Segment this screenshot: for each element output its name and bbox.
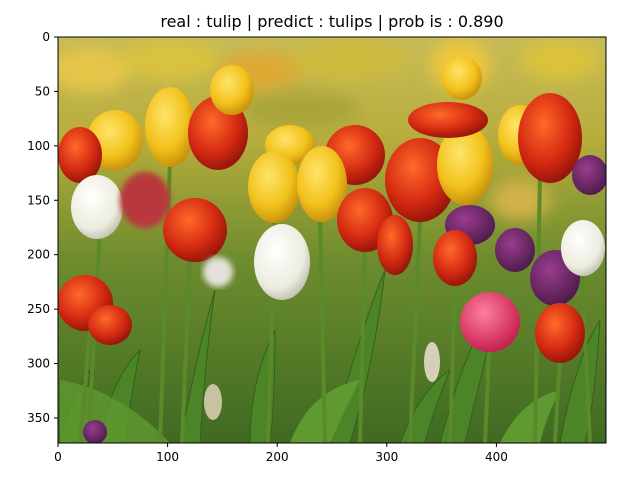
tulip-photo	[58, 37, 606, 443]
x-tick-label: 100	[156, 450, 179, 464]
y-tick-label: 350	[27, 411, 50, 425]
y-tick-label: 250	[27, 302, 50, 316]
y-tick-label: 0	[42, 30, 50, 44]
axes-frame	[57, 36, 607, 444]
x-tick-label: 200	[266, 450, 289, 464]
x-tick-label: 300	[375, 450, 398, 464]
x-tick-label: 400	[485, 450, 508, 464]
chart-title: real : tulip | predict : tulips | prob i…	[160, 12, 503, 31]
y-axis: 0 50 100 150 200 250 300 350	[27, 30, 58, 425]
y-tick-label: 200	[27, 248, 50, 262]
y-tick-label: 150	[27, 193, 50, 207]
x-tick-label: 0	[54, 450, 62, 464]
y-tick-label: 100	[27, 139, 50, 153]
x-axis: 0 100 200 300 400	[54, 443, 508, 464]
y-tick-label: 300	[27, 357, 50, 371]
y-tick-label: 50	[35, 84, 50, 98]
